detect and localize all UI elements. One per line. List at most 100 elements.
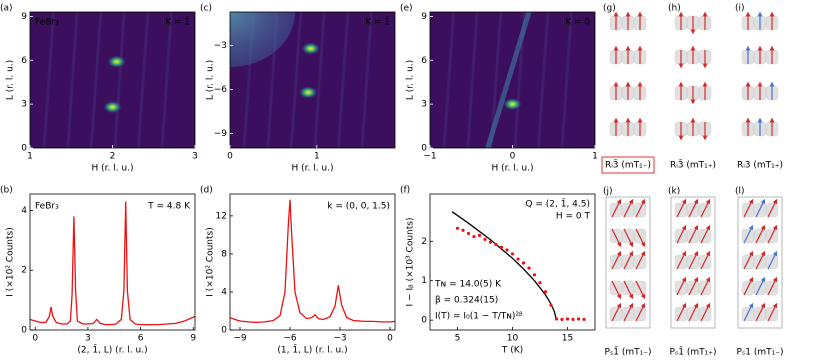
panel-label: (l): [735, 187, 745, 197]
spin-arrow: [755, 302, 766, 322]
annotation: Q = (2, 1̄, 4.5): [525, 198, 590, 210]
panel-label: (g): [603, 4, 616, 14]
data-point: [549, 303, 553, 307]
y-axis-label: I (×10² Counts): [6, 227, 16, 296]
x-tick-label: 3: [192, 152, 198, 162]
axes-frame: [229, 193, 396, 331]
data-point: [472, 234, 476, 239]
x-tick-label: −6: [283, 334, 297, 344]
data-point: [538, 281, 542, 285]
spin-arrow: [635, 250, 646, 270]
data-point: [483, 237, 487, 241]
x-tick-label: −1: [423, 152, 436, 162]
data-point: [543, 290, 548, 294]
y-tick-label: 12: [216, 211, 227, 221]
unit-cell: [737, 196, 783, 329]
data-point: [527, 266, 531, 270]
bragg-spot: [299, 86, 318, 99]
structure-panel: (k) Pₛ1̄ (mT₁₊): [668, 187, 717, 358]
spin-arrow: [676, 224, 687, 244]
panel: −9 −6 −3 0 0 4 8 12 (1, 1̄, L) (r. l. u.) I (×10²…: [200, 186, 396, 356]
unit-cell: [670, 196, 716, 329]
spin-arrow: [611, 302, 622, 322]
spin-arrow: [623, 280, 634, 300]
spin-arrow: [700, 198, 711, 218]
spin-arrow: [767, 302, 778, 322]
x-tick-label: 2: [110, 152, 116, 162]
panel-label: (k): [668, 187, 680, 197]
y-tick-label: 6: [21, 56, 27, 66]
plot-area: [430, 12, 595, 148]
x-tick-label: 0: [387, 334, 393, 344]
spin-arrow: [767, 276, 778, 296]
spin-arrow: [611, 228, 622, 248]
structure-caption: Rᵢ3̄ (mT₁₊): [670, 159, 716, 171]
y-axis-label: L (r. l. u.): [6, 60, 16, 100]
panel-label: (c): [200, 4, 212, 14]
y-tick-label: 6: [421, 56, 427, 66]
data-point: [488, 240, 493, 244]
plot-area: [30, 12, 195, 148]
spin-arrow: [767, 224, 778, 244]
y-tick-label: 4: [221, 287, 227, 297]
panel-label: (a): [0, 4, 13, 14]
data-point: [576, 317, 581, 321]
streak: [360, 12, 373, 148]
bragg-spot: [503, 98, 522, 111]
annotation: FeBr₃: [35, 202, 59, 212]
haze: [230, 12, 295, 67]
spin-arrow: [676, 302, 687, 322]
data-point: [554, 317, 559, 321]
spin-arrow: [767, 198, 778, 218]
data-point: [505, 248, 509, 252]
spin-arrow: [700, 250, 711, 270]
spin-arrow: [611, 198, 622, 218]
annotation: I(T) = I₀(1 − T/Tɴ)²ᵝ: [435, 312, 523, 322]
spin-arrow: [743, 224, 754, 244]
spin-arrow: [676, 198, 687, 218]
x-tick-label: 9: [190, 334, 196, 344]
data-point: [455, 226, 460, 230]
spin-arrow: [623, 198, 634, 218]
y-axis-label: I − Iᵦ (×10³ Counts): [406, 218, 416, 307]
y-tick-label: −6: [214, 85, 228, 95]
streak: [336, 12, 350, 148]
streak: [466, 12, 479, 148]
spin-arrow: [611, 250, 622, 270]
spin-arrow: [635, 280, 646, 300]
spin-arrow: [676, 276, 687, 296]
plot-area: [230, 199, 395, 324]
structure-caption: Pₛ1̄ (mT₁₋): [604, 346, 651, 358]
y-tick-label: −9: [214, 129, 228, 139]
panel: 0 3 6 9 0 2 4 (2, 1̄, L) (r. l. u.) I (×10² Coun…: [0, 186, 196, 356]
annotation: K = 1̄: [165, 16, 190, 28]
streak: [89, 12, 103, 148]
y-tick-label: 9: [421, 12, 427, 22]
y-tick-label: 4: [21, 206, 27, 216]
x-axis-label: (1, 1̄, L) (r. l. u.): [277, 344, 347, 356]
unit-cell: [605, 196, 651, 329]
streak: [66, 12, 79, 148]
x-tick-label: 0: [510, 152, 516, 162]
plot-area: [451, 211, 586, 321]
x-axis-label: T (K): [501, 346, 523, 356]
bragg-spot: [103, 101, 122, 114]
y-tick-label: 3: [421, 100, 427, 110]
spin-arrow: [755, 250, 766, 270]
x-tick-label: 5: [455, 334, 461, 344]
panel-label: (i): [735, 4, 745, 14]
spin-arrow: [755, 276, 766, 296]
spin-arrow: [623, 302, 634, 322]
structure-caption: Rᵢ3 (mT₁₊): [737, 161, 783, 171]
spin-arrow: [623, 228, 634, 248]
structure-caption: Pₛ1 (mT₁₋): [736, 348, 783, 358]
spin-arrow: [755, 198, 766, 218]
panel-label: (j): [603, 187, 613, 197]
x-axis-label: (2, 1̄, L) (r. l. u.): [77, 344, 147, 356]
data-point: [565, 317, 570, 321]
spin-arrow: [700, 224, 711, 244]
y-tick-label: 9: [21, 12, 27, 22]
x-tick-label: −3: [333, 334, 346, 344]
